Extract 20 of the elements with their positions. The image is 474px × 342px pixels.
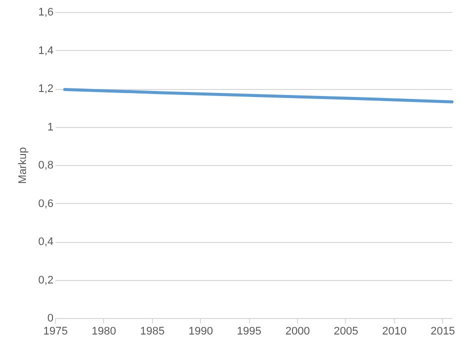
y-tick-label: 0 — [47, 312, 54, 324]
x-tick-label: 1975 — [43, 326, 68, 338]
x-tick-label: 2010 — [382, 326, 407, 338]
x-tick-label: 1990 — [188, 326, 213, 338]
y-tick-label: 0,4 — [38, 236, 54, 248]
y-tick-label: 1,2 — [38, 83, 54, 95]
y-tick-label: 1,6 — [38, 6, 54, 18]
y-tick-label: 0,6 — [38, 198, 54, 210]
y-tick-label: 1,4 — [38, 44, 54, 57]
y-axis-title: Markup — [17, 147, 30, 184]
x-tick-label: 1980 — [92, 326, 116, 338]
y-tick-label: 0,8 — [38, 160, 54, 172]
line-series — [63, 88, 454, 104]
x-tick-label: 1985 — [140, 326, 165, 338]
y-tick-label: 0,2 — [38, 274, 54, 286]
x-tick-label: 2000 — [285, 326, 310, 338]
x-tick-label: 2005 — [334, 326, 358, 338]
x-tick-label: 1995 — [236, 326, 262, 338]
x-tick-label: 2015 — [430, 326, 456, 338]
y-tick-label: 1 — [47, 121, 54, 134]
